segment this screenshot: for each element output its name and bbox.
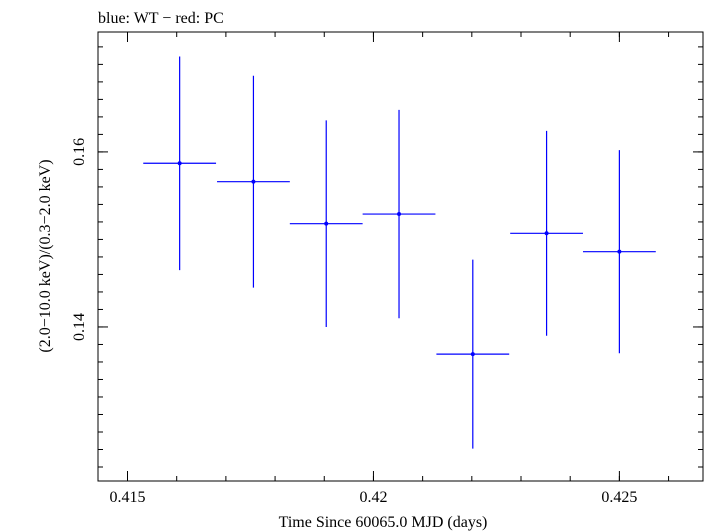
point-marker <box>470 352 475 357</box>
x-axis-label: Time Since 60065.0 MJD (days) <box>279 514 488 531</box>
point-marker <box>617 249 622 254</box>
data-point-wt <box>217 75 290 288</box>
y-tick-label: 0.14 <box>71 313 88 341</box>
data-point-wt <box>436 259 510 449</box>
point-marker <box>324 221 329 226</box>
point-marker <box>397 212 402 217</box>
data-point-wt <box>143 56 217 271</box>
axis-tick-labels: 0.415 0.42 0.425 0.14 0.16 <box>71 138 637 506</box>
data-marks <box>143 56 656 449</box>
data-point-wt <box>582 150 656 354</box>
y-axis-label: (2.0−10.0 keV)/(0.3−2.0 keV) <box>37 159 54 352</box>
axis-ticks <box>98 32 703 481</box>
x-tick-label: 0.415 <box>110 489 146 506</box>
x-tick-label: 0.425 <box>601 489 637 506</box>
data-point-wt <box>362 109 436 319</box>
data-point-wt <box>289 120 363 327</box>
point-marker <box>177 161 182 166</box>
chart-title: blue: WT − red: PC <box>98 10 224 27</box>
x-tick-label: 0.42 <box>359 489 387 506</box>
y-tick-label: 0.16 <box>71 138 88 166</box>
data-point-wt <box>510 130 583 336</box>
plot-frame <box>97 31 704 482</box>
point-marker <box>251 179 256 184</box>
point-marker <box>544 231 549 236</box>
